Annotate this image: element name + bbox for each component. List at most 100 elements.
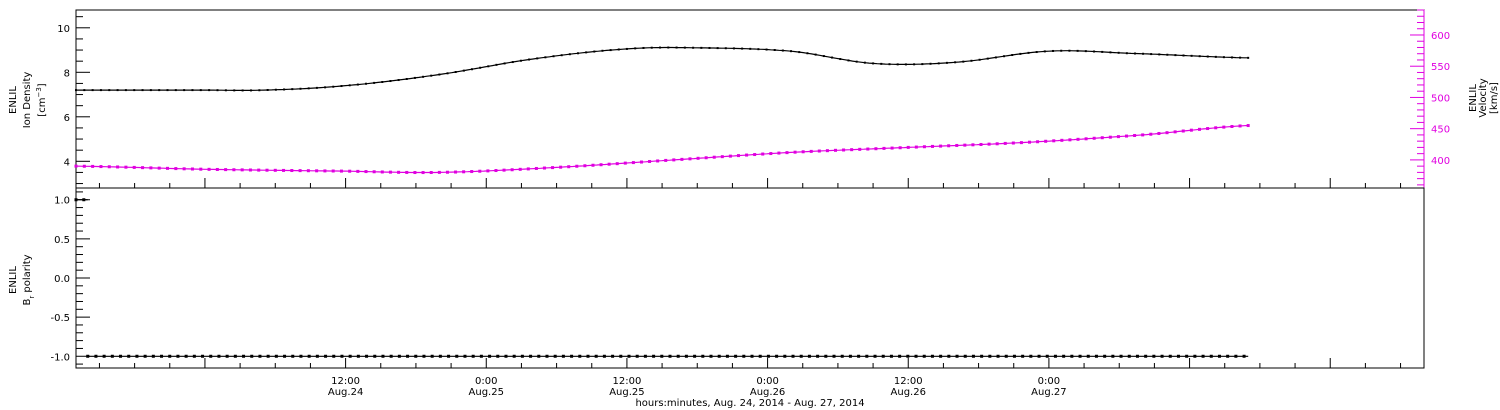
polarity-series-point [266, 354, 270, 358]
density-series-point [199, 89, 202, 92]
top-panel: 4 6 8 10 400 450 500 550 600 [57, 9, 1450, 189]
velocity-series-point [166, 166, 170, 170]
velocity-series-point [995, 142, 999, 146]
polarity-series-point [553, 354, 557, 358]
polarity-series-point [299, 354, 303, 358]
velocity-series-point [290, 169, 294, 173]
velocity-series-point [680, 157, 684, 161]
polarity-series-point [775, 354, 779, 358]
density-series-point [994, 56, 997, 59]
velocity-series-point [1214, 126, 1218, 130]
polarity-series-point [258, 354, 262, 358]
density-series-point [116, 89, 119, 92]
density-series-point [149, 89, 152, 92]
polarity-series-point [340, 354, 344, 358]
velocity-series-point [116, 165, 120, 169]
polarity-series-point [611, 354, 615, 358]
density-series-point [765, 48, 768, 51]
density-series-point [609, 49, 612, 52]
velocity-series-point [728, 154, 732, 158]
velocity-series-point [207, 167, 211, 171]
density-series-point [741, 47, 744, 50]
density-series-point [831, 56, 834, 59]
polarity-series-point [1111, 354, 1115, 358]
polarity-series-point [545, 354, 549, 358]
velocity-series-point [470, 170, 474, 174]
velocity-series-point [240, 168, 244, 172]
density-series-point [1011, 54, 1014, 57]
velocity-series-point [364, 170, 368, 174]
polarity-series-point [1012, 354, 1016, 358]
density-series-point [446, 72, 449, 75]
velocity-tick-label: 500 [1431, 93, 1450, 104]
velocity-series-point [107, 165, 111, 169]
velocity-series-point [1100, 136, 1104, 140]
density-series-point [855, 60, 858, 63]
velocity-series-point [639, 160, 643, 164]
density-series-point [1222, 56, 1225, 59]
velocity-series-point [462, 170, 466, 174]
density-series-point [528, 58, 531, 61]
velocity-series-point [510, 168, 514, 172]
density-series-point [716, 47, 719, 50]
velocity-series-point [761, 152, 765, 156]
density-series-point [781, 49, 784, 52]
polarity-series-point [1127, 354, 1131, 358]
polarity-axis-label-line2: Br polarity [22, 254, 36, 305]
density-axis-label-line2: Ion Density [22, 72, 33, 129]
polarity-series-point [397, 354, 401, 358]
density-series-point [642, 46, 645, 49]
density-series-point [495, 63, 498, 66]
velocity-series-point [551, 166, 555, 170]
velocity-series-point [882, 146, 886, 150]
density-series-point [921, 63, 924, 66]
density-series-point [511, 61, 514, 64]
polarity-series-point [1135, 354, 1139, 358]
x-tick-date-label: Aug.26 [750, 387, 785, 398]
velocity-series-point [971, 143, 975, 147]
velocity-series-point [785, 151, 789, 155]
x-tick-time-label: 12:00 [613, 376, 642, 387]
velocity-series-point [1173, 130, 1177, 134]
polarity-series-point [783, 354, 787, 358]
polarity-series-point [725, 354, 729, 358]
velocity-series-point [979, 142, 983, 146]
polarity-series-point [1070, 354, 1074, 358]
polarity-series-point [471, 354, 475, 358]
polarity-series-point [250, 354, 254, 358]
polarity-series-point [742, 354, 746, 358]
density-series-point [1125, 52, 1128, 55]
polarity-series-point [980, 354, 984, 358]
density-series-point [863, 61, 866, 64]
density-series-point [438, 73, 441, 76]
polarity-series-markers [86, 354, 1246, 358]
velocity-series-point [215, 167, 219, 171]
density-series-point [650, 46, 653, 49]
density-series-point [544, 56, 547, 59]
velocity-series-point [1181, 129, 1185, 133]
velocity-series-point [141, 166, 145, 170]
density-series-point [183, 89, 186, 92]
polarity-series-point [307, 354, 311, 358]
velocity-series-point [559, 165, 563, 169]
polarity-series-point [1209, 354, 1213, 358]
velocity-series-point [380, 170, 384, 174]
density-series-point [888, 63, 891, 66]
polarity-series-point [512, 354, 516, 358]
polarity-tick-label: -1.0 [50, 352, 70, 363]
velocity-series-point [502, 168, 506, 172]
velocity-series-point [631, 161, 635, 165]
polarity-series-point [1053, 354, 1057, 358]
polarity-series-point [1234, 354, 1238, 358]
polarity-series-point [561, 354, 565, 358]
velocity-series-point [323, 169, 327, 173]
velocity-series-point [1141, 133, 1145, 137]
density-series-point [790, 50, 793, 53]
velocity-series-point [1165, 131, 1169, 135]
density-series-point [315, 86, 318, 89]
velocity-series-point [777, 151, 781, 155]
velocity-series-point [704, 156, 708, 160]
polarity-series-point [1021, 354, 1025, 358]
polarity-series-point [94, 354, 98, 358]
density-series-point [945, 61, 948, 64]
